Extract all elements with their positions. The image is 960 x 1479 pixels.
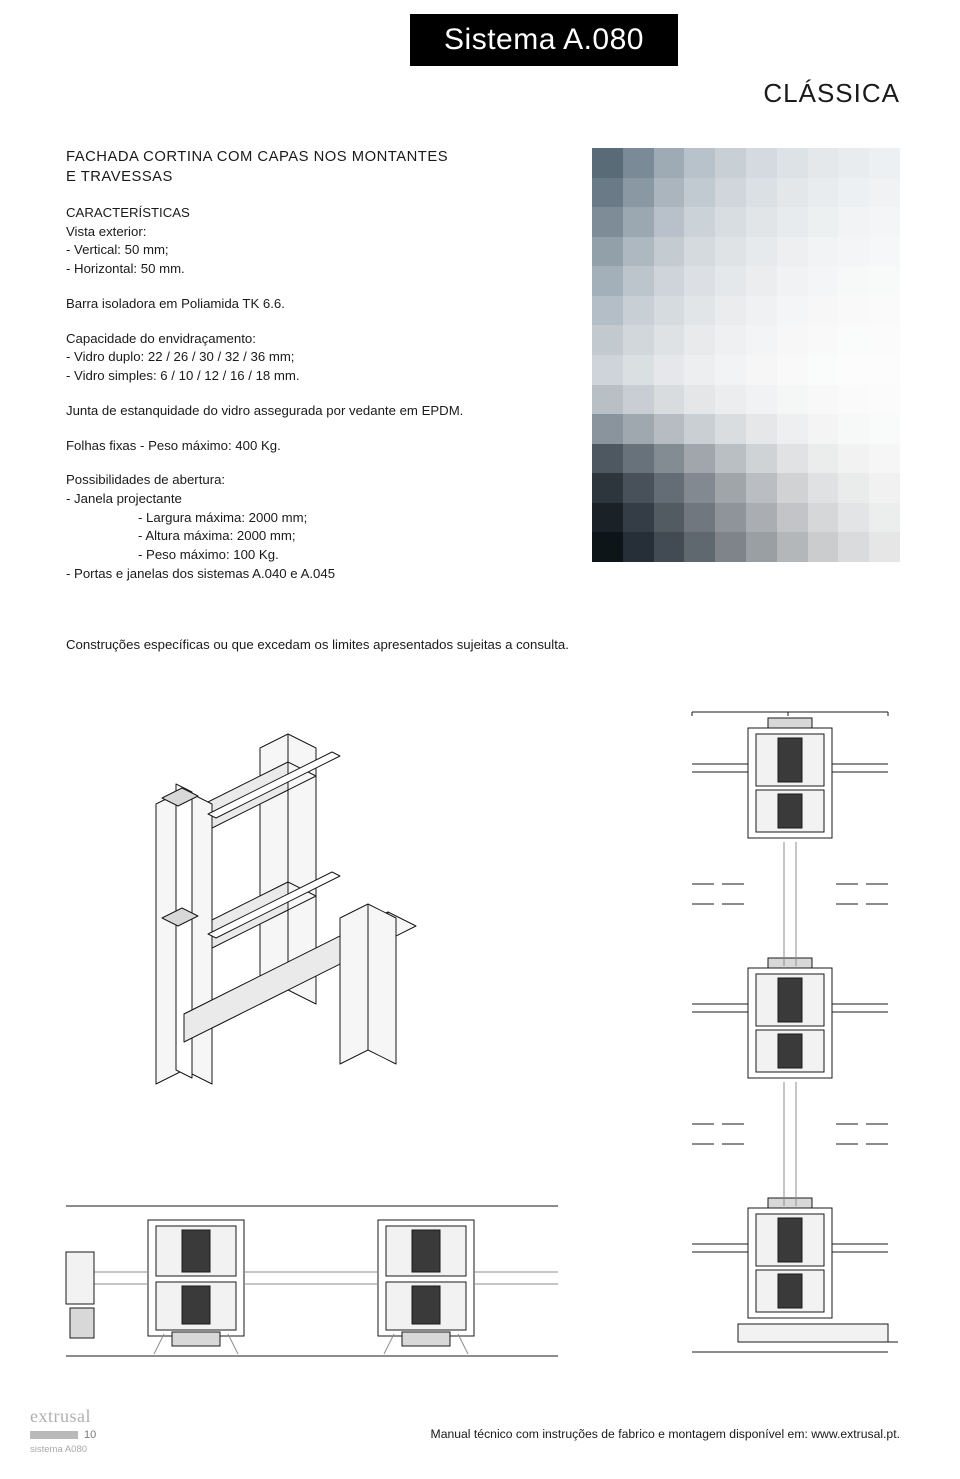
brand-logo: extrusal	[30, 1406, 96, 1427]
caracteristicas-label: CARACTERÍSTICAS	[66, 204, 536, 223]
section-capacidade: Capacidade do envidraçamento: - Vidro du…	[66, 330, 536, 386]
heading-line1: FACHADA CORTINA COM CAPAS NOS MONTANTES	[66, 149, 448, 165]
section-caracteristicas: CARACTERÍSTICAS Vista exterior: - Vertic…	[66, 204, 536, 279]
page-bar	[30, 1431, 78, 1439]
capacidade-label: Capacidade do envidraçamento:	[66, 330, 536, 349]
spec-largura: - Largura máxima: 2000 mm;	[66, 509, 536, 528]
possibilidades-label: Possibilidades de abertura:	[66, 471, 536, 490]
section-possibilidades: Possibilidades de abertura: - Janela pro…	[66, 471, 536, 583]
main-heading: FACHADA CORTINA COM CAPAS NOS MONTANTES …	[66, 148, 536, 188]
page-tag: 10	[30, 1429, 96, 1441]
section-folhas: Folhas fixas - Peso máximo: 400 Kg.	[66, 437, 536, 456]
building-photo	[592, 148, 900, 562]
horizontal-section-drawing	[58, 1192, 566, 1370]
title-bar: Sistema A.080	[410, 14, 678, 66]
spec-junta: Junta de estanquidade do vidro assegurad…	[66, 402, 536, 421]
section-barra: Barra isoladora em Poliamida TK 6.6.	[66, 295, 536, 314]
spec-peso: - Peso máximo: 100 Kg.	[66, 546, 536, 565]
system-label: sistema A080	[30, 1444, 96, 1455]
spec-janela: - Janela projectante	[66, 490, 536, 509]
spec-vidro-duplo: - Vidro duplo: 22 / 26 / 30 / 32 / 36 mm…	[66, 348, 536, 367]
footer-note: Manual técnico com instruções de fabrico…	[431, 1427, 900, 1441]
vertical-section-drawing	[678, 704, 902, 1360]
spec-barra: Barra isoladora em Poliamida TK 6.6.	[66, 295, 536, 314]
footer-left: extrusal 10 sistema A080	[30, 1406, 96, 1455]
subtitle: CLÁSSICA	[763, 78, 900, 109]
vista-exterior-label: Vista exterior:	[66, 223, 536, 242]
consult-note: Construções específicas ou que excedam o…	[66, 636, 569, 654]
spec-horizontal: - Horizontal: 50 mm.	[66, 260, 536, 279]
spec-folhas: Folhas fixas - Peso máximo: 400 Kg.	[66, 437, 536, 456]
spec-vertical: - Vertical: 50 mm;	[66, 241, 536, 260]
isometric-drawing	[88, 704, 480, 1124]
heading-line2: E TRAVESSAS	[66, 169, 173, 185]
spec-altura: - Altura máxima: 2000 mm;	[66, 527, 536, 546]
spec-vidro-simples: - Vidro simples: 6 / 10 / 12 / 16 / 18 m…	[66, 367, 536, 386]
section-junta: Junta de estanquidade do vidro assegurad…	[66, 402, 536, 421]
page-number: 10	[84, 1429, 96, 1441]
spec-portas: - Portas e janelas dos sistemas A.040 e …	[66, 565, 536, 584]
spec-content: FACHADA CORTINA COM CAPAS NOS MONTANTES …	[66, 148, 536, 584]
